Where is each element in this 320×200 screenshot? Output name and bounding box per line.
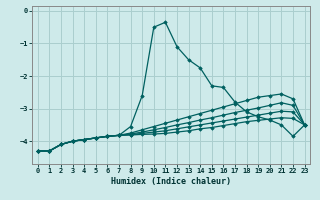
X-axis label: Humidex (Indice chaleur): Humidex (Indice chaleur) (111, 177, 231, 186)
